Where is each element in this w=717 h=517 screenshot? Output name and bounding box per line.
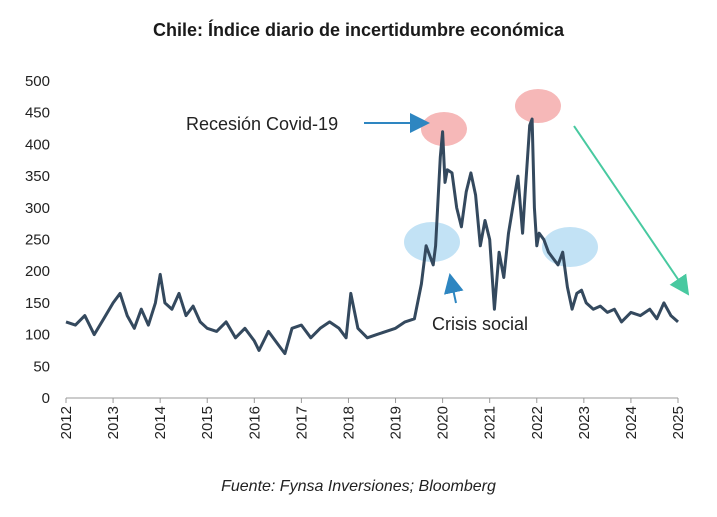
x-axis-ticks: 2012 2013 2014 2015 2016 2017 2018 2019 2020 2021…: [58, 398, 687, 439]
x-tick-label: 2015: [199, 406, 216, 439]
x-tick-label: 2024: [623, 406, 640, 439]
x-tick-label: 2019: [388, 406, 405, 439]
y-tick-label: 500: [25, 73, 50, 90]
arrow-social: [443, 273, 464, 304]
source-note: Fuente: Fynsa Inversiones; Bloomberg: [221, 478, 496, 495]
y-tick-label: 300: [25, 200, 50, 217]
y-tick-label: 200: [25, 263, 50, 280]
x-tick-label: 2017: [293, 406, 310, 439]
y-tick-label: 100: [25, 327, 50, 344]
highlight-social-2: [542, 227, 598, 267]
y-axis-ticks: 0 50 100 150 200 250 300 350 400 450 500: [25, 73, 50, 407]
annotation-social: Crisis social: [432, 314, 528, 334]
highlight-covid-1: [421, 112, 467, 146]
x-tick-label: 2023: [576, 406, 593, 439]
chart-title: Chile: Índice diario de incertidumbre ec…: [152, 20, 565, 40]
y-tick-label: 150: [25, 295, 50, 312]
series-line: [65, 117, 679, 356]
annotation-covid: Recesión Covid-19: [186, 114, 338, 134]
x-tick-label: 2012: [58, 406, 75, 439]
highlight-social-1: [404, 222, 460, 262]
x-tick-label: 2014: [152, 406, 169, 439]
y-tick-label: 450: [25, 105, 50, 122]
y-tick-label: 350: [25, 168, 50, 185]
y-tick-label: 50: [33, 358, 50, 375]
y-tick-label: 400: [25, 136, 50, 153]
trend-arrow: [573, 125, 690, 296]
x-tick-label: 2021: [482, 406, 499, 439]
highlight-covid-2: [515, 89, 561, 123]
x-tick-label: 2016: [246, 406, 263, 439]
x-tick-label: 2013: [105, 406, 122, 439]
x-tick-label: 2022: [529, 406, 546, 439]
x-tick-label: 2018: [340, 406, 357, 439]
x-tick-label: 2020: [435, 406, 452, 439]
y-tick-label: 0: [42, 390, 50, 407]
x-tick-label: 2025: [670, 406, 687, 439]
y-tick-label: 250: [25, 232, 50, 249]
